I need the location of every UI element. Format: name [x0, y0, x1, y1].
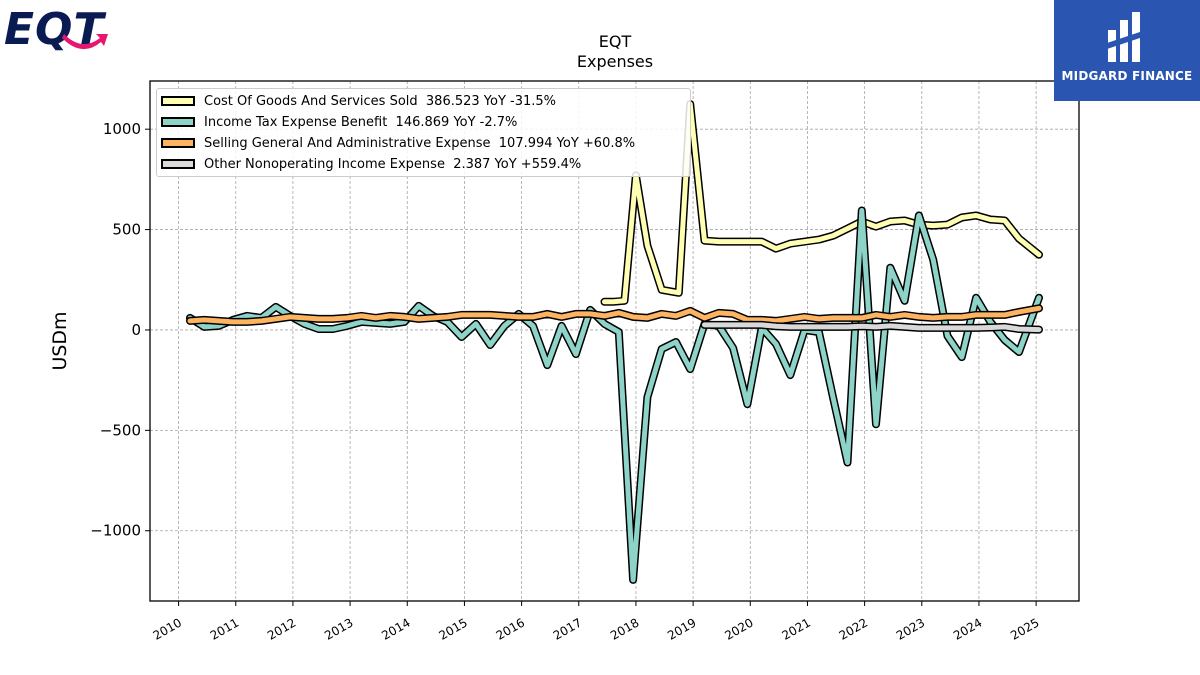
legend-swatch — [161, 138, 195, 148]
y-tick-label: −500 — [100, 421, 141, 439]
eqt-logo: EQT — [4, 4, 144, 55]
y-tick-label: 1000 — [103, 120, 141, 138]
series-cost-of-goods-and-services-sold — [600, 100, 1043, 306]
x-tick-label: 2025 — [1008, 615, 1041, 642]
x-tick-label: 2017 — [551, 615, 584, 642]
legend-swatch — [161, 117, 195, 127]
series-other-nonoperating-income-expense — [700, 320, 1043, 334]
x-tick-label: 2024 — [951, 615, 984, 642]
chart-title: EQT — [599, 32, 632, 51]
x-tick-label: 2020 — [722, 615, 755, 642]
legend-item: Income Tax Expense Benefit 146.869 YoY -… — [161, 113, 517, 131]
x-tick-label: 2013 — [322, 615, 355, 642]
legend-item: Selling General And Administrative Expen… — [161, 134, 635, 152]
x-tick-label: 2015 — [436, 615, 469, 642]
x-tick-label: 2014 — [379, 615, 412, 642]
series-income-tax-expense-benefit — [186, 206, 1043, 584]
x-tick-label: 2018 — [608, 615, 641, 642]
x-tick-label: 2023 — [894, 615, 927, 642]
midgard-logo-text: MIDGARD FINANCE — [1061, 69, 1193, 83]
x-tick-label: 2011 — [208, 615, 241, 642]
series-lines — [186, 100, 1043, 584]
legend-label: Selling General And Administrative Expen… — [204, 135, 636, 151]
x-tick-label: 2019 — [665, 615, 698, 642]
legend-label: Other Nonoperating Income Expense 2.387 … — [204, 156, 582, 172]
legend: Cost Of Goods And Services Sold 386.523 … — [156, 88, 691, 177]
series-line — [187, 305, 1042, 325]
y-tick-label: −1000 — [90, 522, 141, 540]
y-tick-label: 0 — [131, 321, 141, 339]
x-axis: 2010 2011 2012 2013 2014 2015 2016 2017 2018 2019… — [151, 601, 1042, 643]
series-line — [602, 101, 1042, 305]
legend-label: Income Tax Expense Benefit 146.869 YoY -… — [204, 114, 518, 130]
x-tick-label: 2010 — [151, 615, 184, 642]
legend-swatch — [161, 159, 195, 169]
chart-subtitle: Expenses — [577, 52, 653, 71]
y-tick-label: 500 — [112, 221, 141, 239]
x-tick-label: 2016 — [494, 615, 527, 642]
midgard-emblem-icon — [1104, 12, 1146, 62]
legend-label: Cost Of Goods And Services Sold 386.523 … — [204, 93, 557, 109]
y-axis: −1000 −500 0 500 1000 — [90, 120, 150, 540]
legend-item: Cost Of Goods And Services Sold 386.523 … — [161, 92, 556, 110]
legend-item: Other Nonoperating Income Expense 2.387 … — [161, 155, 581, 173]
legend-swatch — [161, 96, 195, 106]
x-tick-label: 2012 — [265, 615, 298, 642]
series-line — [702, 322, 1042, 333]
x-tick-label: 2021 — [779, 615, 812, 642]
x-tick-label: 2022 — [837, 615, 870, 642]
plot-frame — [149, 80, 1080, 602]
y-axis-label: USDm — [49, 311, 71, 370]
midgard-finance-logo: MIDGARD FINANCE — [1054, 0, 1200, 101]
series-line — [187, 208, 1042, 583]
series-selling-general-and-administrative-expense — [186, 304, 1043, 326]
